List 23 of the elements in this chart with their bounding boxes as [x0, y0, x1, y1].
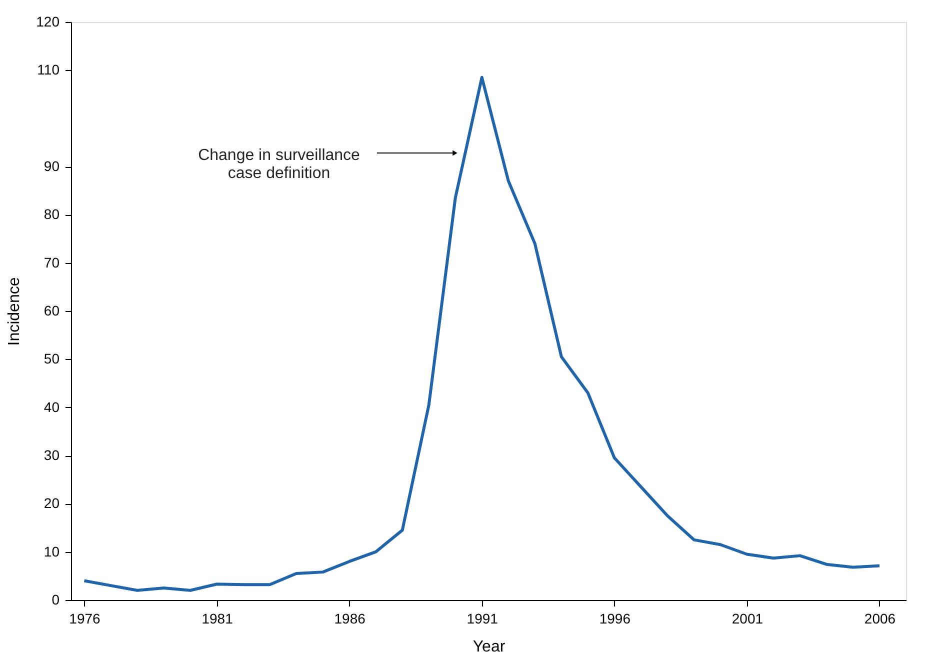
- y-tick-label: 40: [44, 398, 60, 415]
- y-tick-label: 20: [44, 495, 60, 512]
- y-tick-label: 30: [44, 447, 60, 463]
- x-tick-label: 2001: [732, 610, 764, 626]
- y-tick-label: 70: [44, 254, 60, 270]
- x-tick-label: 1976: [69, 610, 101, 626]
- x-tick-label: 1986: [334, 610, 366, 626]
- x-tick-label: 2006: [864, 610, 896, 626]
- x-tick-label: 1981: [202, 610, 234, 626]
- y-tick-label: 120: [36, 14, 60, 30]
- y-axis-title: Incidence: [6, 277, 24, 346]
- y-tick-label: 110: [37, 62, 60, 78]
- y-tick-label: 50: [44, 350, 60, 367]
- annotation: Change in surveillance case definition: [198, 147, 360, 182]
- x-tick-label: 1991: [466, 610, 498, 626]
- y-tick-label: 60: [44, 302, 60, 318]
- x-axis-title: Year: [472, 638, 506, 656]
- x-tick-label: 1996: [599, 610, 631, 626]
- line-series: [82, 76, 881, 592]
- y-tick-label: 10: [44, 543, 60, 560]
- y-tick-label: 90: [44, 158, 60, 174]
- y-tick-label: 0: [52, 592, 60, 608]
- y-tick-label: 80: [44, 206, 60, 222]
